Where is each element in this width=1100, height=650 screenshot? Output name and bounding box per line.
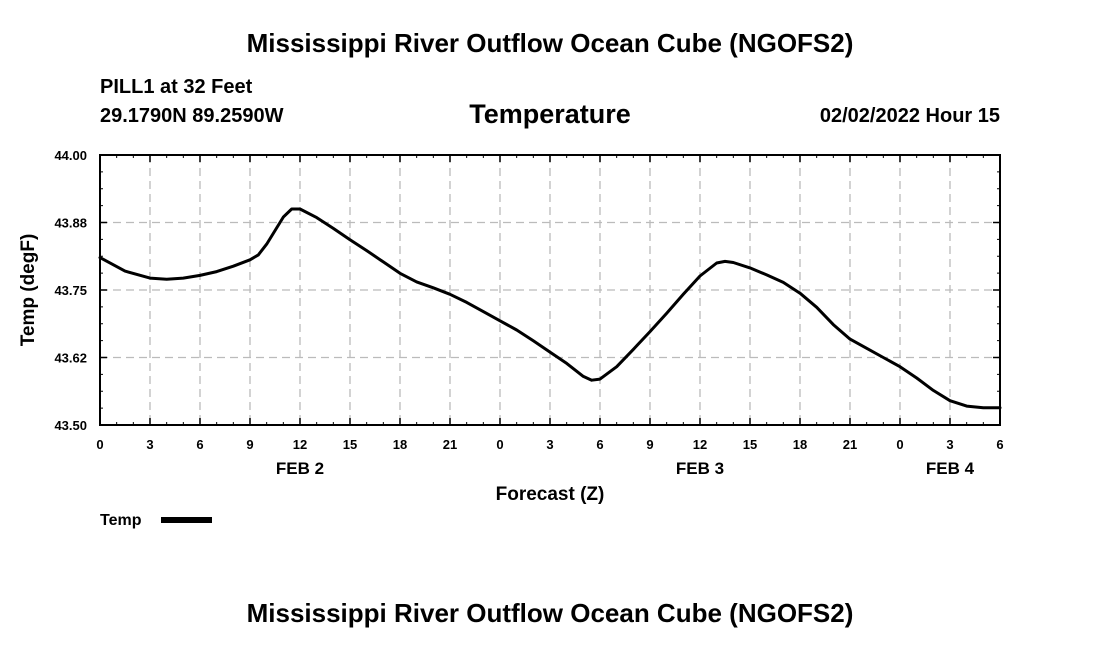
axis-ticks	[99, 154, 1001, 426]
footer-title: Mississippi River Outflow Ocean Cube (NG…	[246, 598, 854, 628]
station-label: PILL1 at 32 Feet	[100, 76, 253, 98]
x-tick-label: 12	[293, 437, 307, 452]
chart-title: Temperature	[469, 99, 631, 129]
series-line-temp	[98, 207, 1002, 410]
x-tick-label: 6	[196, 437, 203, 452]
x-tick-label: 21	[443, 437, 457, 452]
day-labels: FEB 2 FEB 3 FEB 4	[276, 459, 975, 478]
y-tick-label: 43.88	[54, 216, 87, 231]
x-tick-label: 9	[646, 437, 653, 452]
x-tick-label: 0	[896, 437, 903, 452]
x-tick-label: 15	[743, 437, 757, 452]
page-title: Mississippi River Outflow Ocean Cube (NG…	[246, 28, 854, 58]
y-tick-label: 43.75	[54, 283, 87, 298]
axis-tick-labels: 0 3 6 9 12 15 18 21 0 3 6 9 12 15 18 21 0 3 6 43.50 43.62 43.…	[54, 148, 1003, 452]
x-tick-label: 6	[596, 437, 603, 452]
legend-label-temp: Temp	[100, 512, 142, 529]
x-tick-label: 3	[546, 437, 553, 452]
x-tick-label: 6	[996, 437, 1003, 452]
x-tick-label: 15	[343, 437, 357, 452]
x-tick-label: 18	[393, 437, 407, 452]
day-label: FEB 4	[926, 459, 975, 478]
y-axis-label: Temp (degF)	[18, 234, 39, 347]
legend: Temp	[100, 512, 212, 529]
day-label: FEB 2	[276, 459, 324, 478]
x-tick-label: 9	[246, 437, 253, 452]
station-coordinates: 29.1790N 89.2590W	[100, 105, 284, 127]
x-axis-label: Forecast (Z)	[496, 484, 605, 505]
x-tick-label: 0	[96, 437, 103, 452]
x-tick-label: 3	[946, 437, 953, 452]
day-label: FEB 3	[676, 459, 724, 478]
forecast-datetime: 02/02/2022 Hour 15	[819, 105, 1000, 127]
x-tick-label: 21	[843, 437, 857, 452]
x-tick-label: 0	[496, 437, 503, 452]
y-tick-label: 44.00	[54, 148, 87, 163]
x-tick-label: 18	[793, 437, 807, 452]
x-tick-label: 12	[693, 437, 707, 452]
x-tick-label: 3	[146, 437, 153, 452]
y-tick-label: 43.50	[54, 418, 87, 433]
y-tick-label: 43.62	[54, 351, 87, 366]
grid	[100, 154, 1000, 425]
